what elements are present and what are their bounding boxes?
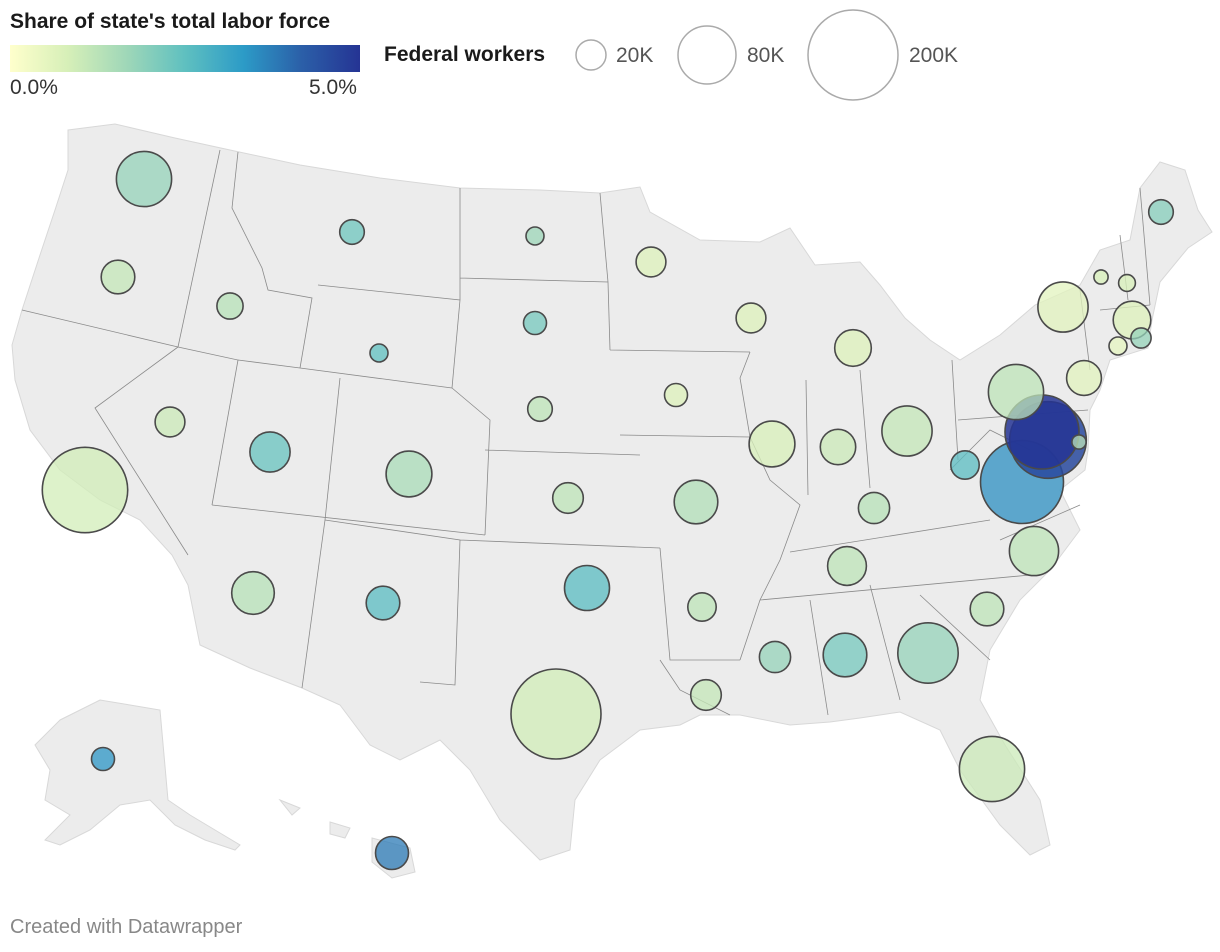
bubble-hi[interactable] <box>374 835 410 871</box>
bubble-ca[interactable] <box>41 446 129 534</box>
bubble-fl[interactable] <box>958 735 1026 803</box>
bubble-ne[interactable] <box>526 395 554 423</box>
bubble-mo[interactable] <box>673 479 719 525</box>
bubble-co[interactable] <box>385 450 433 498</box>
bubble-sd[interactable] <box>522 310 548 336</box>
bubble-wy[interactable] <box>369 343 389 363</box>
bubble-al[interactable] <box>822 632 868 678</box>
bubble-ks[interactable] <box>551 481 585 515</box>
bubble-mi[interactable] <box>833 328 873 368</box>
bubble-ny[interactable] <box>1037 281 1089 333</box>
bubble-ia[interactable] <box>663 382 689 408</box>
bubble-nh[interactable] <box>1117 273 1137 293</box>
bubble-ky[interactable] <box>857 491 891 525</box>
bubble-me[interactable] <box>1147 198 1175 226</box>
bubble-pa[interactable] <box>987 363 1045 421</box>
bubble-tn[interactable] <box>826 545 868 587</box>
bubble-ar[interactable] <box>686 591 717 622</box>
bubble-nj[interactable] <box>1065 359 1103 397</box>
bubble-tx[interactable] <box>510 668 602 760</box>
color-legend-max: 5.0% <box>309 76 357 99</box>
bubble-la[interactable] <box>689 678 723 712</box>
bubble-sc[interactable] <box>969 591 1005 627</box>
size-legend-label-200k: 200K <box>909 44 959 67</box>
size-legend-label-20k: 20K <box>616 44 654 67</box>
alaska-land <box>34 699 241 851</box>
bubble-wi[interactable] <box>735 302 767 334</box>
size-legend-title: Federal workers <box>384 43 546 66</box>
bubble-vt[interactable] <box>1093 269 1109 285</box>
bubble-az[interactable] <box>230 570 276 616</box>
bubble-ct[interactable] <box>1108 336 1128 356</box>
credit-footer: Created with Datawrapper <box>10 916 243 938</box>
bubble-nm[interactable] <box>365 585 401 621</box>
color-legend-title: Share of state's total labor force <box>10 10 331 33</box>
bubble-wv[interactable] <box>949 449 980 480</box>
bubble-ga[interactable] <box>896 621 959 684</box>
bubble-wa[interactable] <box>115 150 173 208</box>
size-legend-circle-200k <box>807 9 899 101</box>
size-legend-circle-20k <box>575 39 607 71</box>
bubble-in[interactable] <box>819 428 857 466</box>
color-ramp <box>10 45 360 72</box>
bubble-il[interactable] <box>748 420 796 468</box>
bubble-or[interactable] <box>100 259 136 295</box>
bubble-de[interactable] <box>1071 434 1087 450</box>
bubble-ri[interactable] <box>1130 327 1152 349</box>
bubble-nv[interactable] <box>154 406 186 438</box>
bubble-mn[interactable] <box>635 246 667 278</box>
color-legend-min: 0.0% <box>10 76 58 99</box>
bubble-nd[interactable] <box>525 226 545 246</box>
bubble-ms[interactable] <box>758 640 792 674</box>
size-legend-circle-80k <box>677 25 737 85</box>
bubble-oh[interactable] <box>881 405 933 457</box>
bubble-ak[interactable] <box>90 746 116 772</box>
size-legend <box>575 9 899 101</box>
bubble-id[interactable] <box>216 292 244 320</box>
bubble-ok[interactable] <box>563 564 611 612</box>
bubble-nc[interactable] <box>1008 525 1060 577</box>
state-bubbles <box>41 150 1175 871</box>
bubble-mt[interactable] <box>338 218 366 246</box>
bubble-ut[interactable] <box>249 431 291 473</box>
size-legend-label-80k: 80K <box>747 44 785 67</box>
